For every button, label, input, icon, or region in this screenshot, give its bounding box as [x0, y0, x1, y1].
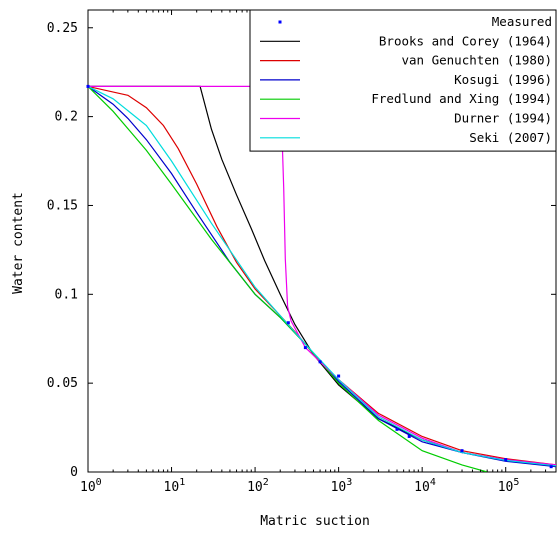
series-line-6: [88, 85, 556, 467]
measured-point: [395, 427, 399, 431]
x-tick-labels: 100 101 102 103 104 105: [80, 477, 519, 495]
y-tick-labels: 0 0.05 0.1 0.15 0.2 0.25: [47, 21, 78, 480]
y-tick-label: 0: [70, 465, 78, 480]
legend-box: [249, 9, 557, 152]
measured-points: [86, 84, 553, 469]
y-tick-label: 0.15: [47, 198, 78, 213]
legend-label: Seki (2007): [469, 130, 552, 145]
legend-label: Brooks and Corey (1964): [379, 33, 552, 48]
measured-point: [286, 321, 290, 325]
measured-point: [303, 346, 307, 350]
x-tick-label: 103: [331, 477, 353, 495]
y-axis-label: Water content: [11, 192, 26, 294]
x-tick-label: 104: [414, 477, 436, 495]
y-tick-label: 0.1: [55, 287, 78, 302]
legend-marker-measured: [278, 20, 282, 24]
legend-label-measured: Measured: [492, 14, 552, 29]
measured-point: [504, 458, 508, 462]
x-tick-label: 101: [164, 477, 186, 495]
measured-point: [86, 84, 90, 88]
y-tick-label: 0.05: [47, 376, 78, 391]
measured-point: [407, 434, 411, 438]
measured-point: [337, 374, 341, 378]
x-tick-label: 100: [80, 477, 102, 495]
legend-label: Kosugi (1996): [454, 72, 552, 87]
legend: Measured Brooks and Corey (1964) van Genuc…: [249, 9, 557, 152]
measured-point: [318, 360, 322, 364]
x-tick-label: 102: [247, 477, 269, 495]
series-line-4: [88, 85, 488, 472]
x-axis-label: Matric suction: [260, 514, 370, 529]
legend-label: Durner (1994): [454, 111, 552, 126]
measured-point: [549, 465, 553, 469]
x-tick-label: 105: [498, 477, 520, 495]
y-tick-label: 0.25: [47, 21, 78, 36]
legend-label: Fredlund and Xing (1994): [371, 91, 552, 106]
legend-label: van Genuchten (1980): [401, 53, 552, 68]
measured-point: [460, 449, 464, 453]
y-tick-label: 0.2: [55, 110, 78, 125]
